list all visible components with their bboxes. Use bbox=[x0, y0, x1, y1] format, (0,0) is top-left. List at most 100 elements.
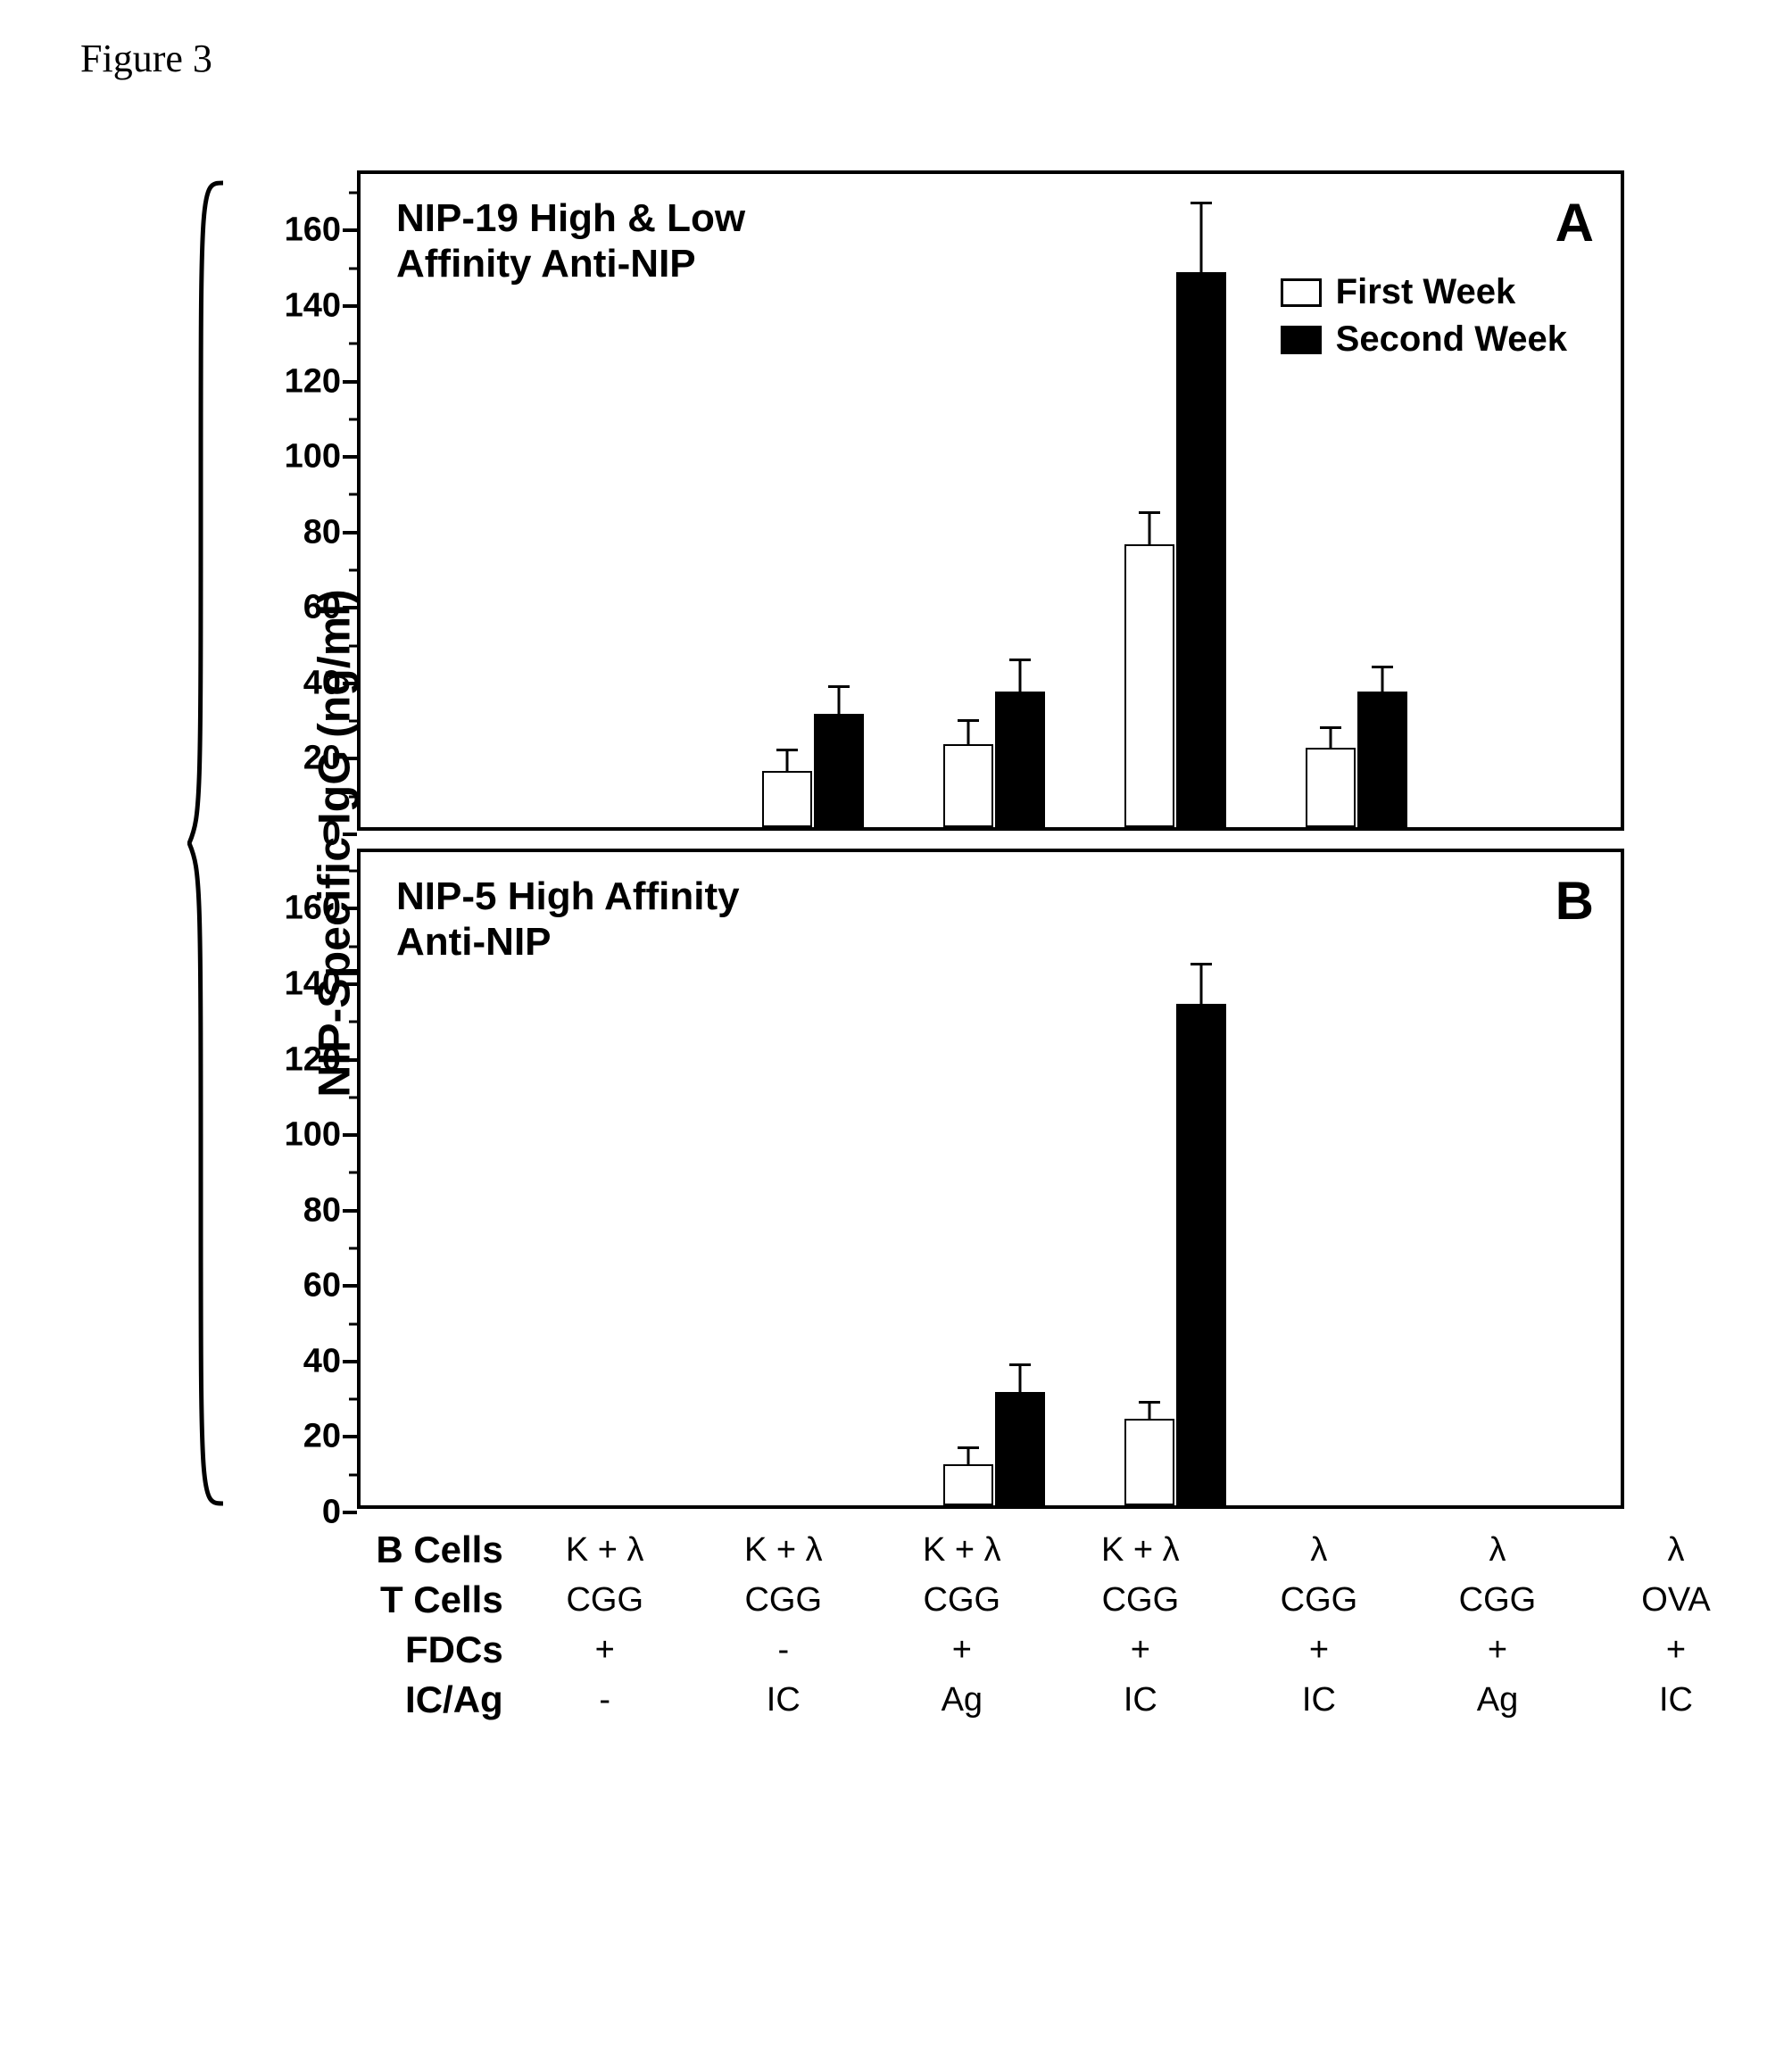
condition-cell: CGG bbox=[516, 1581, 694, 1620]
condition-row: IC/Ag-ICAgICICAgIC bbox=[357, 1675, 1765, 1725]
error-cap bbox=[776, 749, 798, 751]
y-tick-major bbox=[343, 982, 357, 986]
condition-cell: K + λ bbox=[1051, 1531, 1230, 1570]
y-tick-major bbox=[343, 682, 357, 685]
y-tick-major bbox=[343, 833, 357, 836]
bars-layer bbox=[361, 174, 1621, 827]
y-tick-minor bbox=[349, 644, 357, 647]
condition-cell: K + λ bbox=[694, 1531, 873, 1570]
y-tick-major bbox=[343, 1058, 357, 1062]
condition-row: B CellsK + λK + λK + λK + λλλλ bbox=[357, 1525, 1765, 1575]
y-tick-minor bbox=[349, 569, 357, 572]
bar-second-week bbox=[1176, 1004, 1226, 1505]
y-tick-major bbox=[343, 757, 357, 760]
y-tick-label: 20 bbox=[303, 740, 341, 778]
condition-cell: Ag bbox=[1408, 1681, 1587, 1719]
error-bar bbox=[1019, 1366, 1022, 1393]
bar-first-week bbox=[943, 744, 993, 827]
error-bar bbox=[786, 751, 789, 770]
y-tick-minor bbox=[349, 493, 357, 496]
y-tick-minor bbox=[349, 418, 357, 420]
y-tick-minor bbox=[349, 720, 357, 723]
bar-first-week bbox=[1306, 748, 1356, 827]
y-tick-minor bbox=[349, 267, 357, 269]
condition-cell: + bbox=[1051, 1631, 1230, 1669]
condition-cell: OVA bbox=[1587, 1581, 1765, 1620]
condition-cell: λ bbox=[1408, 1531, 1587, 1570]
y-tick-minor bbox=[349, 1021, 357, 1023]
error-bar bbox=[838, 688, 841, 715]
condition-row: FDCs+-+++++ bbox=[357, 1625, 1765, 1675]
y-tick-major bbox=[343, 1209, 357, 1213]
error-bar bbox=[1381, 668, 1383, 691]
y-tick-major bbox=[343, 1133, 357, 1137]
error-cap bbox=[1139, 1401, 1160, 1404]
y-tick-major bbox=[343, 907, 357, 910]
y-tick-label: 160 bbox=[285, 890, 341, 928]
y-tick-major bbox=[343, 1284, 357, 1288]
condition-cell: K + λ bbox=[873, 1531, 1051, 1570]
condition-cell: + bbox=[1587, 1631, 1765, 1669]
y-tick-major bbox=[343, 1360, 357, 1363]
condition-cell: CGG bbox=[1408, 1581, 1587, 1620]
condition-label: B Cells bbox=[357, 1529, 516, 1571]
y-tick-minor bbox=[349, 192, 357, 195]
bar-first-week bbox=[762, 771, 812, 827]
condition-cell: CGG bbox=[694, 1581, 873, 1620]
error-bar bbox=[1329, 729, 1332, 748]
y-tick-major bbox=[343, 1435, 357, 1438]
error-cap bbox=[1191, 963, 1212, 965]
error-bar bbox=[967, 722, 970, 744]
error-cap bbox=[1191, 202, 1212, 204]
error-bar bbox=[1199, 965, 1202, 1003]
y-axis-rail: NIP-Specific IgG (ng/ml) bbox=[116, 170, 232, 1516]
y-tick-label: 120 bbox=[285, 1040, 341, 1079]
y-tick-label: 80 bbox=[303, 1191, 341, 1230]
y-tick-label: 40 bbox=[303, 1342, 341, 1380]
error-cap bbox=[1009, 1363, 1031, 1366]
error-bar bbox=[1148, 514, 1150, 544]
condition-cell: λ bbox=[1587, 1531, 1765, 1570]
y-tick-label: 140 bbox=[285, 965, 341, 1004]
y-tick-major bbox=[343, 228, 357, 232]
condition-cells: +-+++++ bbox=[516, 1631, 1765, 1669]
y-tick-column: 020406080100120140160 bbox=[232, 170, 357, 838]
condition-cell: CGG bbox=[873, 1581, 1051, 1620]
bar-second-week bbox=[1357, 692, 1407, 827]
y-tick-minor bbox=[349, 945, 357, 948]
error-cap bbox=[1139, 511, 1160, 514]
bar-first-week bbox=[1124, 1419, 1174, 1505]
y-tick-minor bbox=[349, 1172, 357, 1174]
condition-cell: + bbox=[1230, 1631, 1408, 1669]
condition-cell: IC bbox=[1051, 1681, 1230, 1719]
chart-wrapper: NIP-Specific IgG (ng/ml) 020406080100120… bbox=[116, 170, 1765, 1516]
condition-cell: CGG bbox=[1230, 1581, 1408, 1620]
condition-cell: IC bbox=[1587, 1681, 1765, 1719]
y-tick-label: 20 bbox=[303, 1418, 341, 1456]
condition-label: T Cells bbox=[357, 1578, 516, 1621]
y-tick-major bbox=[343, 455, 357, 459]
error-bar bbox=[1148, 1404, 1150, 1419]
bar-first-week bbox=[943, 1464, 993, 1506]
y-tick-minor bbox=[349, 343, 357, 345]
condition-label: FDCs bbox=[357, 1628, 516, 1671]
y-tick-label: 80 bbox=[303, 513, 341, 551]
y-tick-label: 100 bbox=[285, 438, 341, 476]
condition-cell: - bbox=[516, 1681, 694, 1719]
conditions-table: B CellsK + λK + λK + λK + λλλλT CellsCGG… bbox=[357, 1525, 1765, 1725]
bar-second-week bbox=[995, 1392, 1045, 1505]
condition-cell: + bbox=[1408, 1631, 1587, 1669]
error-cap bbox=[958, 1446, 979, 1449]
condition-cell: - bbox=[694, 1631, 873, 1669]
error-bar bbox=[1019, 661, 1022, 692]
error-cap bbox=[1320, 726, 1341, 729]
y-tick-major bbox=[343, 1511, 357, 1514]
bar-second-week bbox=[995, 692, 1045, 827]
condition-cells: K + λK + λK + λK + λλλλ bbox=[516, 1531, 1765, 1570]
y-tick-minor bbox=[349, 1096, 357, 1098]
y-tick-major bbox=[343, 304, 357, 308]
y-tick-minor bbox=[349, 795, 357, 798]
curly-brace-icon bbox=[187, 170, 232, 1516]
y-tick-label: 140 bbox=[285, 287, 341, 326]
condition-cell: IC bbox=[1230, 1681, 1408, 1719]
